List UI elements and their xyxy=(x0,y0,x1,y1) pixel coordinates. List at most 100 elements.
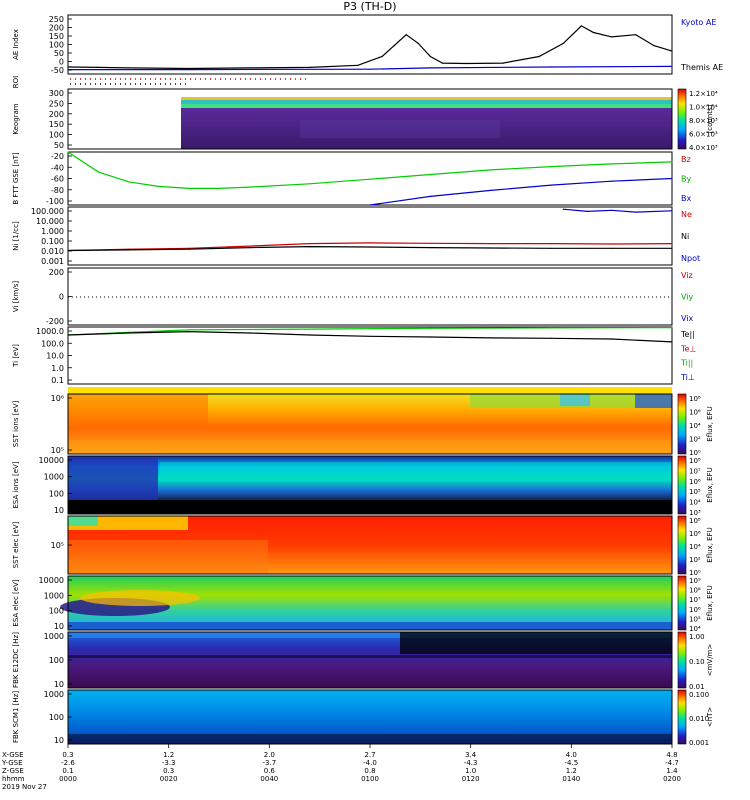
colorbar-tick-keogram: 6.0×10³ xyxy=(689,131,718,139)
point-ae-themis-ae xyxy=(441,62,444,64)
legend-ti: Te⊥ xyxy=(680,344,696,353)
ytick-fbk_b: 10 xyxy=(54,736,64,745)
ylabel-vi: Vi [km/s] xyxy=(12,281,20,312)
point-ae-themis-ae xyxy=(393,45,395,47)
colorbar-tick-esa_elec: 10⁴ xyxy=(689,625,701,633)
point-ae-themis-ae xyxy=(405,34,407,36)
point-ni-npot xyxy=(611,209,613,211)
ytick-ae: 100 xyxy=(49,41,64,50)
xaxis-value: 2.7 xyxy=(364,751,375,759)
colorbar-tick-fbk_b: 0.010 xyxy=(689,715,709,723)
ytick-ni: 1.000 xyxy=(41,227,64,236)
legend-ae: Kyoto AE xyxy=(681,18,716,27)
roi-indicator xyxy=(70,78,310,85)
colorbar-tick-esa_ion: 10⁵ xyxy=(689,488,701,496)
colorbar-tick-esa_elec: 10⁷ xyxy=(689,596,701,604)
xaxis-row-label: 2019 Nov 27 xyxy=(2,783,47,791)
point-ae-themis-ae xyxy=(67,66,69,68)
xaxis-value: 0200 xyxy=(663,775,681,783)
series-ti-ti- xyxy=(67,327,673,336)
ytick-fbk_b: 1000 xyxy=(44,690,64,699)
point-ti-te- xyxy=(248,332,250,334)
point-ae-kyoto-ae xyxy=(429,67,431,69)
ylabel-ti: Ti [eV] xyxy=(12,344,20,368)
legend-ni: Ni xyxy=(681,232,689,241)
sst-ion-spectrogram xyxy=(68,387,672,454)
esa-electron-spectrogram xyxy=(60,576,672,630)
xaxis-value: 0000 xyxy=(59,775,77,783)
point-ae-themis-ae xyxy=(653,45,655,47)
colorbar-tick-fbk_e: 0.01 xyxy=(689,683,705,691)
point-ae-kyoto-ae xyxy=(188,69,190,71)
point-ni-ne xyxy=(429,242,431,244)
ytick-vi: 200 xyxy=(49,268,64,277)
point-ni-ne xyxy=(671,243,673,245)
keogram-image xyxy=(68,89,672,149)
legend-ni: Ne xyxy=(681,210,692,219)
xaxis-value: 0.6 xyxy=(264,767,276,775)
point-ae-themis-ae xyxy=(562,42,564,45)
ylabel-bfield: B FTT GSE [nT] xyxy=(12,152,20,205)
colorbar-label-sst_elec: Eflux, EFU xyxy=(706,527,714,562)
point-ti-ti- xyxy=(671,327,673,329)
point-ti-ti- xyxy=(550,327,552,329)
point-bfield-bx xyxy=(490,189,492,191)
colorbar-tick-fbk_e: 1.00 xyxy=(689,633,705,641)
legend-bfield: Bz xyxy=(681,155,691,164)
point-ti-te- xyxy=(188,331,190,333)
legend-ti: Ti⊥ xyxy=(680,373,695,382)
xaxis-value: 3.4 xyxy=(465,751,477,759)
ytick-esa_elec: 100 xyxy=(49,607,64,616)
point-ae-themis-ae xyxy=(580,25,583,27)
point-bfield-by xyxy=(158,185,160,187)
colorbar-tick-sst_elec: 10⁶ xyxy=(689,530,701,538)
ytick-esa_elec: 10 xyxy=(54,622,64,631)
ylabel-ae: AE Index xyxy=(12,29,20,60)
point-bfield-by xyxy=(671,161,673,163)
series-ae-themis-ae xyxy=(67,25,673,70)
ytick-ae: -50 xyxy=(51,66,64,75)
point-ae-themis-ae xyxy=(248,67,250,69)
colorbar-tick-keogram: 1.0×10⁴ xyxy=(689,104,718,112)
xaxis-value: 4.0 xyxy=(566,751,577,759)
point-ni-ni xyxy=(490,247,492,249)
xaxis-row-label: X-GSE xyxy=(2,751,24,759)
point-bfield-bx xyxy=(369,204,371,206)
colorbar-tick-fbk_b: 0.100 xyxy=(689,691,709,699)
xaxis-value: -4.3 xyxy=(464,759,478,767)
colorbar-tick-fbk_e: 0.10 xyxy=(689,658,705,666)
point-ae-themis-ae xyxy=(188,67,190,70)
ylabel-keogram: Keogram xyxy=(12,103,20,134)
xaxis-value: 0120 xyxy=(462,775,480,783)
point-ae-themis-ae xyxy=(381,55,383,58)
point-ni-ni xyxy=(429,247,431,249)
xaxis-value: -2.6 xyxy=(61,759,75,767)
point-bfield-by xyxy=(188,187,190,189)
xaxis-value: 0.1 xyxy=(62,767,73,775)
ytick-ni: 10.000 xyxy=(36,217,64,226)
point-bfield-by xyxy=(369,178,371,180)
point-ae-themis-ae xyxy=(417,42,419,45)
ytick-fbk_e: 10 xyxy=(54,680,64,689)
colorbar-tick-keogram: 8.0×10³ xyxy=(689,117,718,125)
colorbar-label-esa_elec: Eflux, EFU xyxy=(706,585,714,620)
colorbar-tick-sst_ion: 10⁴ xyxy=(689,422,701,430)
point-ni-ni xyxy=(671,247,673,249)
point-ni-ni xyxy=(248,247,250,249)
colorbar-tick-sst_ion: 10⁸ xyxy=(689,395,701,403)
ytick-ti: 1000.0 xyxy=(36,327,64,336)
ytick-ti: 0.1 xyxy=(51,376,64,385)
colorbar-tick-esa_elec: 10⁶ xyxy=(689,606,701,614)
point-bfield-bx xyxy=(550,184,552,186)
colorbar-label-fbk_e: <mV/m> xyxy=(706,644,714,677)
ytick-esa_ion: 10 xyxy=(54,506,64,515)
point-ni-ni xyxy=(550,247,552,249)
point-ti-te- xyxy=(67,334,69,336)
ytick-vi: -200 xyxy=(46,317,64,326)
point-ae-themis-ae xyxy=(357,64,359,66)
colorbar-label-esa_ion: Eflux, EFU xyxy=(706,467,714,502)
xaxis-value: -4.0 xyxy=(363,759,377,767)
xaxis-value: 1.2 xyxy=(566,767,577,775)
